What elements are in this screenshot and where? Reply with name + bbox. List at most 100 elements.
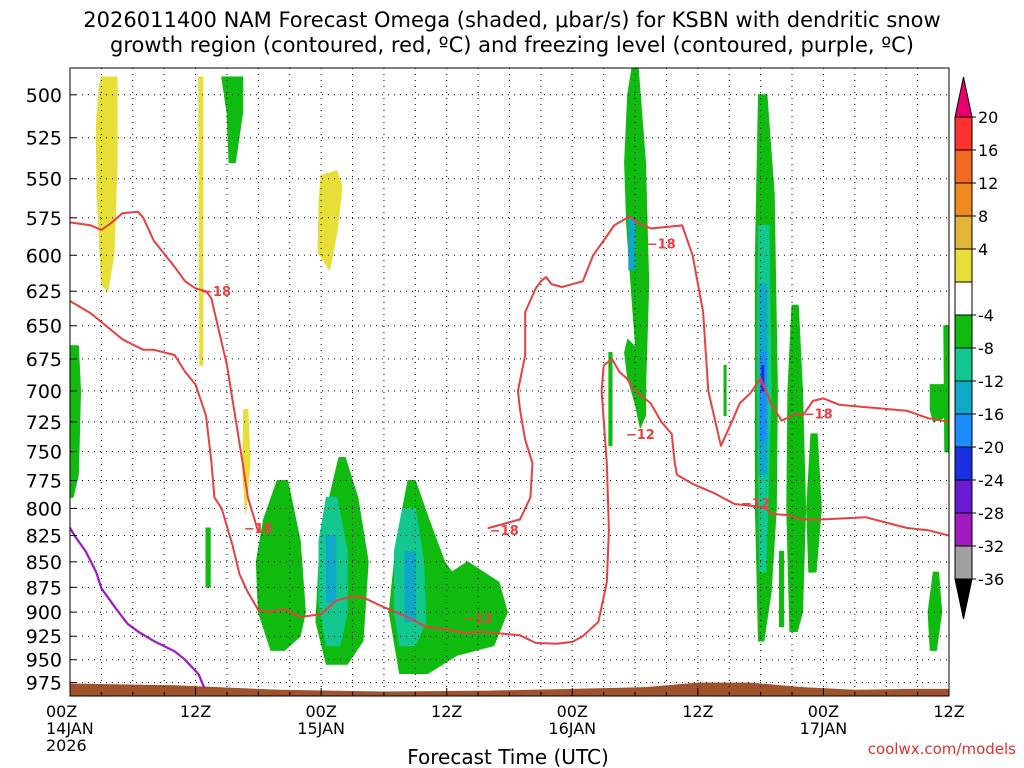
colorbar-bin-12 [954,479,973,514]
x-axis-label: Forecast Time (UTC) [407,745,609,768]
colorbar-label-12: -32 [978,537,1004,556]
colorbar-label-6: -8 [978,339,994,358]
omega-region-sink-d [255,480,306,651]
y-tick-label-500: 500 [26,85,62,107]
colorbar: 20 16 12 8 4 -4 -8 -12 -16 -20 -24 -28 -32 -36 [954,76,1004,620]
colorbar-bin-6 [954,281,973,316]
colorbar-bin-13 [954,512,973,547]
colorbar-label-1: 16 [978,141,998,160]
omega-region-sink-c [205,527,211,588]
omega-region-sink-a [221,76,244,163]
colorbar-label-4: 4 [978,240,988,259]
omega-region-sink-h [624,338,646,429]
x-tick-label-4-0: 00Z [557,702,588,721]
colorbar-bin-1 [954,116,973,151]
colorbar-triangle-bottom [954,578,973,620]
y-tick-label-925: 925 [26,626,62,648]
x-tick-label-4-1: 16JAN [548,719,596,738]
y-tick-label-525: 525 [26,128,62,150]
omega-shading [70,68,949,674]
contour-label-4: −18 [804,407,833,422]
x-tick-label-0-1: 14JAN [46,719,94,738]
colorbar-triangle-top [954,76,973,118]
contour-lines [70,210,949,689]
x-tick-label-7-0: 12Z [933,702,964,721]
y-tick-label-600: 600 [26,245,62,267]
colorbar-label-3: 8 [978,207,988,226]
omega-region-sink-j [723,364,727,417]
y-axis: 500 525 550 575 600 625 650 675 700 725 750 775 800 8… [26,85,76,695]
y-tick-label-775: 775 [26,471,62,493]
y-tick-label-875: 875 [26,577,62,599]
colorbar-label-0: 20 [978,108,998,127]
colorbar-label-8: -16 [978,405,1004,424]
omega-region-sink-i [608,351,613,447]
omega-region-rise-b [198,76,204,366]
grid-lines [70,68,949,696]
colorbar-bin-14 [954,545,973,580]
colorbar-bin-7 [954,314,973,349]
omega-region-rise-a [95,76,118,292]
source-credit: coolwx.com/models [868,740,1016,758]
colorbar-bin-3 [954,182,973,217]
colorbar-label-2: 12 [978,174,998,193]
contour-dgz-upper [70,210,260,534]
colorbar-bin-8 [954,347,973,382]
x-tick-label-1-0: 12Z [180,702,211,721]
y-tick-label-800: 800 [26,498,62,520]
colorbar-bin-4 [954,215,973,250]
x-tick-label-3-0: 12Z [431,702,462,721]
contour-labels: −18 −18 −18 −18 −18 −12 −12 −12 [202,237,833,627]
colorbar-label-10: -24 [978,471,1004,490]
x-tick-label-6-1: 17JAN [800,719,848,738]
y-tick-label-675: 675 [26,349,62,371]
y-tick-label-900: 900 [26,602,62,624]
contour-freezing-level [70,526,205,689]
x-tick-label-2-1: 15JAN [297,719,345,738]
x-tick-label-2-0: 00Z [305,702,336,721]
y-tick-label-975: 975 [26,673,62,695]
contour-label-2: −18 [244,522,273,537]
x-tick-label-0-2: 2026 [46,736,87,755]
colorbar-label-13: -36 [978,570,1004,589]
omega-region-sink-l [786,304,807,632]
contour-label-1: −18 [647,237,676,252]
contour-label-3: −18 [490,524,519,539]
contour-dgz-upper-2 [487,215,949,529]
omega-region-rise-c [317,170,343,271]
colorbar-bin-10 [954,413,973,448]
colorbar-label-11: -28 [978,504,1004,523]
colorbar-label-7: -12 [978,372,1004,391]
omega-region-sink-q [943,325,949,453]
y-tick-label-625: 625 [26,281,62,303]
chart-title-line-2: growth region (contoured, red, ºC) and f… [110,33,914,57]
omega-region-sink-v [325,535,337,603]
colorbar-bin-9 [954,380,973,415]
y-tick-label-750: 750 [26,442,62,464]
colorbar-label-5: -4 [978,306,994,325]
omega-region-sink-m [806,433,822,573]
omega-region-sink-n [779,550,785,628]
y-tick-label-650: 650 [26,316,62,338]
contour-label-0: −18 [202,285,231,300]
omega-region-sink-x [628,217,636,271]
omega-region-sink-o [927,571,943,651]
y-tick-label-550: 550 [26,169,62,191]
colorbar-label-9: -20 [978,438,1004,457]
colorbar-bin-5 [954,248,973,283]
colorbar-bin-2 [954,149,973,184]
y-tick-label-575: 575 [26,208,62,230]
contour-label-7: −12 [741,497,770,512]
contour-dgz-lower-2 [477,357,949,645]
colorbar-bin-11 [954,446,973,481]
chart-title-line-1: 2026011400 NAM Forecast Omega (shaded, μ… [83,8,941,32]
y-tick-label-950: 950 [26,650,62,672]
contour-dgz-lower [70,300,480,635]
contour-label-6: −12 [626,428,655,443]
y-tick-label-850: 850 [26,552,62,574]
x-tick-label-6-0: 00Z [808,702,839,721]
contour-label-5: −12 [464,612,493,627]
